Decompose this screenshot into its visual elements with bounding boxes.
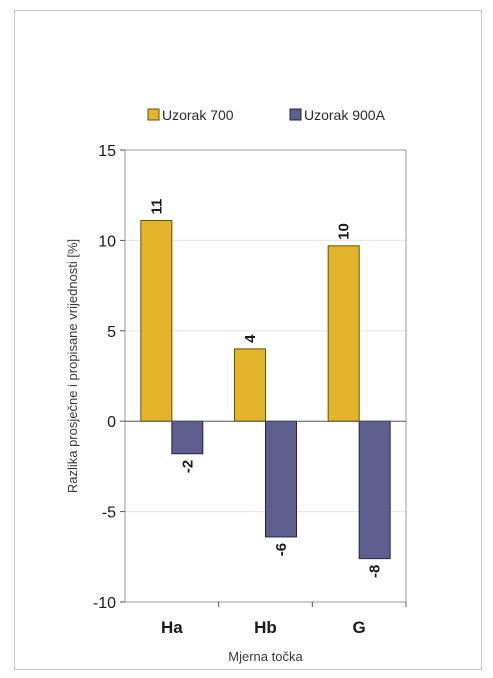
bar-uzorak-700-ha (140, 220, 173, 422)
legend-swatch-uzorak-700 (147, 108, 160, 121)
y-tick-label: 15 (98, 143, 116, 160)
legend: Uzorak 700 Uzorak 900A (147, 107, 386, 123)
data-label: 4 (242, 334, 259, 343)
data-label: 11 (148, 199, 165, 215)
data-label: 10 (336, 223, 353, 240)
chart-frame (14, 10, 482, 670)
legend-label-uzorak-700: Uzorak 700 (162, 107, 234, 123)
y-tick-label: -10 (93, 595, 116, 612)
bar-uzorak-700-hb (234, 348, 266, 422)
plot-area (124, 149, 407, 603)
x-category-label: Ha (161, 618, 183, 637)
x-category-label: Hb (254, 618, 277, 637)
data-label: -8 (367, 565, 384, 578)
y-tick-label: 5 (107, 324, 116, 341)
y-tick-label: -5 (102, 505, 116, 522)
x-category-label: G (353, 618, 366, 637)
bar-uzorak-900a-ha (171, 420, 204, 455)
x-axis-categories: Ha Hb G (161, 602, 407, 637)
y-axis-ticks: 15 10 5 0 -5 -10 (93, 143, 125, 612)
y-tick-label: 0 (107, 414, 116, 431)
x-axis-title: Mjerna točka (228, 649, 303, 664)
legend-swatch-uzorak-900a (289, 108, 302, 121)
bar-uzorak-900a-g (358, 420, 391, 560)
data-label: -2 (179, 460, 196, 473)
bars (140, 220, 391, 560)
bar-labels: 11 -2 4 -6 10 -8 (148, 199, 383, 578)
bar-uzorak-700-g (327, 245, 360, 422)
bar-uzorak-900a-hb (265, 420, 297, 538)
y-axis-title: Razlika prosječne i propisane vrijednost… (65, 239, 80, 493)
legend-label-uzorak-900a: Uzorak 900A (304, 107, 386, 123)
y-tick-label: 10 (98, 233, 116, 250)
data-label: -6 (273, 543, 290, 556)
